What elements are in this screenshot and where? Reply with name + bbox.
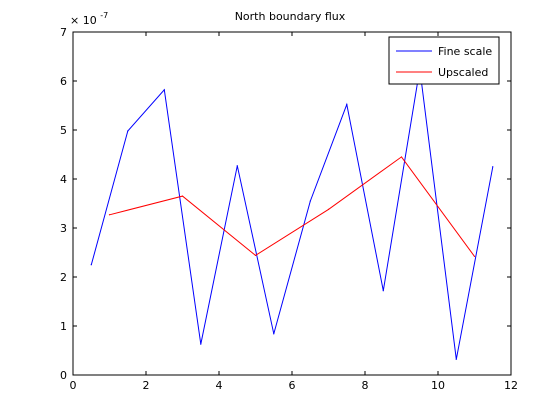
y-multiplier-base: × 10	[70, 14, 97, 27]
data-point-fine-scale	[346, 103, 348, 106]
y-tick-label: 6	[60, 75, 67, 88]
y-tick-label: 2	[60, 271, 67, 284]
y-tick-label: 1	[60, 320, 67, 333]
data-point-upscaled	[400, 156, 403, 158]
legend-box	[388, 36, 500, 85]
y-tick-label: 7	[60, 26, 67, 39]
data-point-fine-scale	[163, 89, 165, 91]
chart-legend: Fine scale Upscaled	[388, 36, 500, 85]
data-point-fine-scale	[492, 166, 494, 168]
data-point-upscaled	[473, 255, 476, 258]
x-tick-label: 2	[143, 379, 150, 392]
y-tick-label: 5	[60, 124, 67, 137]
data-point-fine-scale	[127, 130, 129, 132]
legend-label-fine-scale: Fine scale	[438, 45, 492, 58]
x-tick-label: 8	[362, 379, 369, 392]
data-point-fine-scale	[273, 333, 275, 335]
data-point-upscaled	[254, 254, 257, 257]
y-axis-ticks: 0 1 2 3 4 5 6 7	[60, 26, 511, 382]
x-axis-ticks: 0 2 4 6 8 10 12	[70, 32, 518, 392]
x-tick-label: 12	[504, 379, 518, 392]
y-axis-multiplier: × 10 -7	[70, 11, 108, 27]
y-tick-label: 4	[60, 173, 67, 186]
series-line-fine-scale	[90, 68, 494, 360]
x-tick-label: 4	[216, 379, 223, 392]
data-point-fine-scale	[382, 290, 384, 292]
data-point-fine-scale	[309, 200, 311, 202]
plot-area-frame	[72, 31, 512, 376]
y-multiplier-exponent: -7	[100, 11, 108, 20]
x-tick-label: 10	[431, 379, 445, 392]
series-line-upscaled	[109, 156, 475, 257]
data-point-fine-scale	[200, 343, 202, 345]
x-tick-label: 0	[70, 379, 77, 392]
data-point-fine-scale	[236, 165, 238, 167]
data-point-upscaled	[108, 214, 111, 216]
legend-label-upscaled: Upscaled	[438, 66, 488, 79]
data-point-upscaled	[181, 195, 184, 197]
data-point-fine-scale	[90, 264, 92, 266]
y-tick-label: 0	[60, 369, 67, 382]
x-tick-label: 6	[289, 379, 296, 392]
data-point-upscaled	[327, 208, 330, 210]
data-point-fine-scale	[455, 358, 457, 360]
data-series	[90, 68, 494, 360]
chart-title: North boundary flux	[235, 10, 346, 23]
y-tick-label: 3	[60, 222, 67, 235]
